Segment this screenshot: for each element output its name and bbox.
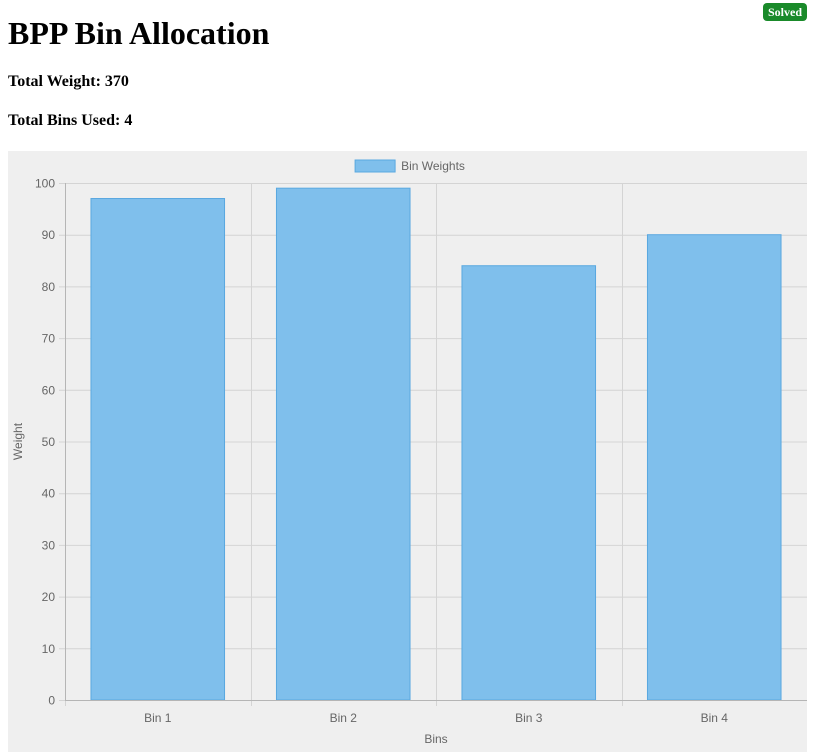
bar-chart: 0 10 20 30 40 50 60 70 80 90 100 Bin 1 Bin 2 Bin 3 Bin… bbox=[11, 159, 807, 746]
y-tick-label: 30 bbox=[42, 538, 56, 552]
chart-legend[interactable]: Bin Weights bbox=[354, 159, 465, 173]
legend-label: Bin Weights bbox=[401, 159, 465, 173]
bar-bin-4[interactable] bbox=[646, 234, 782, 701]
y-axis-title: Weight bbox=[11, 422, 25, 460]
y-tick-label: 40 bbox=[42, 487, 56, 501]
total-bins-used: Total Bins Used: 4 bbox=[8, 112, 133, 129]
bar-bin-1[interactable] bbox=[90, 198, 226, 701]
y-tick-label: 10 bbox=[42, 642, 56, 656]
bar-bin-3[interactable] bbox=[461, 265, 597, 701]
legend-swatch[interactable] bbox=[354, 159, 396, 173]
y-tick-label: 0 bbox=[48, 694, 55, 708]
y-tick-label: 20 bbox=[42, 590, 56, 604]
x-tick-label: Bin 2 bbox=[330, 711, 358, 725]
total-weight: Total Weight: 370 bbox=[8, 73, 129, 90]
y-tick-label: 90 bbox=[42, 228, 56, 242]
x-tick-label: Bin 3 bbox=[515, 711, 543, 725]
chart-axes: 0 10 20 30 40 50 60 70 80 90 100 Bin 1 Bin 2 Bin 3 Bin… bbox=[11, 177, 807, 746]
y-tick-label: 60 bbox=[42, 383, 56, 397]
y-tick-label: 100 bbox=[35, 177, 55, 191]
chart-bars bbox=[90, 187, 782, 701]
chart-panel: 0 10 20 30 40 50 60 70 80 90 100 Bin 1 Bin 2 Bin 3 Bin… bbox=[8, 151, 807, 752]
y-tick-label: 80 bbox=[42, 280, 56, 294]
y-tick-label: 50 bbox=[42, 435, 56, 449]
bar-bin-2[interactable] bbox=[275, 187, 411, 701]
x-axis-title: Bins bbox=[424, 732, 447, 746]
x-tick-label: Bin 1 bbox=[144, 711, 172, 725]
y-tick-label: 70 bbox=[42, 332, 56, 346]
x-tick-label: Bin 4 bbox=[701, 711, 729, 725]
page-title: BPP Bin Allocation bbox=[8, 15, 270, 51]
status-badge: Solved bbox=[762, 3, 807, 21]
